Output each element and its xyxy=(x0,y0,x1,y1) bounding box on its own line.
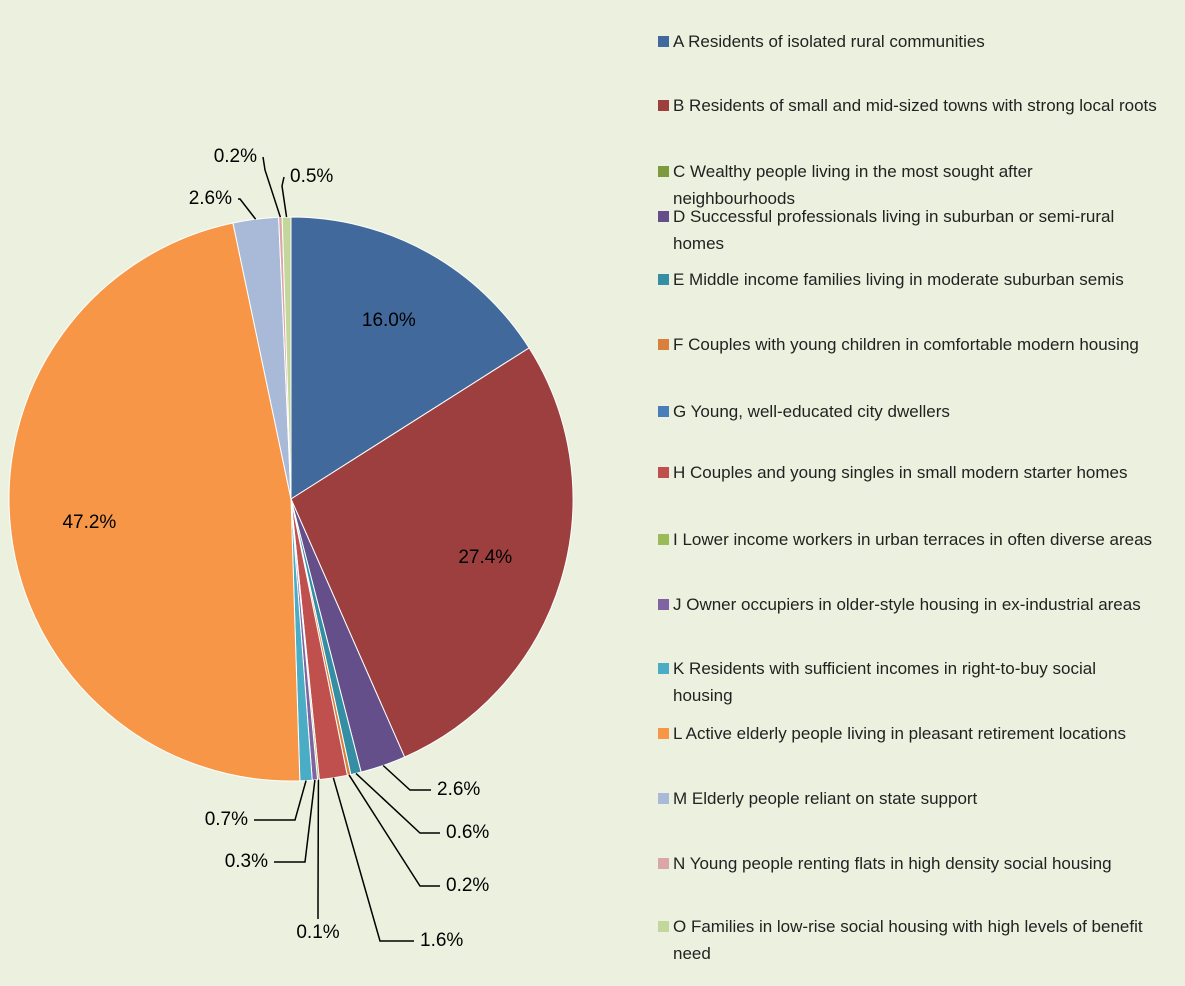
legend-swatch xyxy=(658,166,669,177)
legend-swatch xyxy=(658,406,669,417)
legend-label: M Elderly people reliant on state suppor… xyxy=(673,789,978,808)
legend-entry: C Wealthy people living in the most soug… xyxy=(658,158,1158,212)
legend-label: L Active elderly people living in pleasa… xyxy=(673,724,1126,743)
legend-label: C Wealthy people living in the most soug… xyxy=(673,162,1033,208)
legend-entry: G Young, well-educated city dwellers xyxy=(658,398,1158,425)
legend-label: H Couples and young singles in small mod… xyxy=(673,463,1128,482)
legend-label: N Young people renting flats in high den… xyxy=(673,854,1112,873)
leader-line xyxy=(274,779,316,863)
legend-swatch xyxy=(658,274,669,285)
pie-slice xyxy=(290,347,574,758)
legend-entry: O Families in low-rise social housing wi… xyxy=(658,913,1158,967)
data-label: 0.2% xyxy=(214,146,257,167)
data-label: 2.6% xyxy=(437,779,480,800)
data-label: 1.6% xyxy=(420,930,463,951)
legend-label: D Successful professionals living in sub… xyxy=(673,207,1115,253)
legend-entry: E Middle income families living in moder… xyxy=(658,266,1158,293)
data-label: 2.6% xyxy=(189,188,232,209)
legend-label: E Middle income families living in moder… xyxy=(673,270,1124,289)
legend-entry: M Elderly people reliant on state suppor… xyxy=(658,785,1158,812)
pie-slice xyxy=(290,216,530,500)
legend-entry: L Active elderly people living in pleasa… xyxy=(658,720,1158,747)
legend-swatch xyxy=(658,36,669,47)
leader-line xyxy=(332,777,414,942)
legend-entry: F Couples with young children in comfort… xyxy=(658,331,1158,358)
legend-swatch xyxy=(658,100,669,111)
legend-swatch xyxy=(658,211,669,222)
data-label: 0.5% xyxy=(290,166,333,187)
legend-swatch xyxy=(658,921,669,932)
data-label: 0.7% xyxy=(205,809,248,830)
legend-entry: N Young people renting flats in high den… xyxy=(658,850,1158,877)
data-label: 0.2% xyxy=(446,875,489,896)
legend-swatch xyxy=(658,534,669,545)
data-label: 47.2% xyxy=(62,512,116,533)
data-label: 0.1% xyxy=(296,922,339,943)
legend-swatch xyxy=(658,339,669,350)
legend-entry: D Successful professionals living in sub… xyxy=(658,203,1158,257)
legend-label: I Lower income workers in urban terraces… xyxy=(673,530,1153,549)
legend-label: A Residents of isolated rural communitie… xyxy=(673,32,985,51)
legend-swatch xyxy=(658,793,669,804)
legend-swatch xyxy=(658,858,669,869)
pie-slice xyxy=(8,222,301,782)
leader-line xyxy=(348,774,440,887)
leader-line xyxy=(262,156,282,218)
legend-label: G Young, well-educated city dwellers xyxy=(673,402,950,421)
legend-entry: K Residents with sufficient incomes in r… xyxy=(658,655,1158,709)
legend-label: J Owner occupiers in older-style housing… xyxy=(673,595,1141,614)
legend-label: K Residents with sufficient incomes in r… xyxy=(673,659,1096,705)
legend-swatch xyxy=(658,728,669,739)
legend-swatch xyxy=(658,467,669,478)
leader-line xyxy=(355,772,440,834)
data-label: 27.4% xyxy=(458,547,512,568)
legend-swatch xyxy=(658,663,669,674)
data-label: 0.6% xyxy=(446,822,489,843)
legend-entry: A Residents of isolated rural communitie… xyxy=(658,28,1158,55)
data-label: 0.3% xyxy=(225,851,268,872)
legend-entry: J Owner occupiers in older-style housing… xyxy=(658,591,1158,618)
legend-label: B Residents of small and mid-sized towns… xyxy=(673,96,1157,115)
legend-swatch xyxy=(658,599,669,610)
leader-line xyxy=(281,176,288,218)
leader-line xyxy=(254,780,307,821)
data-label: 16.0% xyxy=(362,310,416,331)
legend-entry: I Lower income workers in urban terraces… xyxy=(658,526,1158,553)
legend-label: O Families in low-rise social housing wi… xyxy=(673,917,1143,963)
legend-entry: H Couples and young singles in small mod… xyxy=(658,459,1158,486)
legend-entry: B Residents of small and mid-sized towns… xyxy=(658,92,1158,119)
legend-label: F Couples with young children in comfort… xyxy=(673,335,1139,354)
leader-line xyxy=(238,198,257,220)
leader-line xyxy=(382,764,431,791)
